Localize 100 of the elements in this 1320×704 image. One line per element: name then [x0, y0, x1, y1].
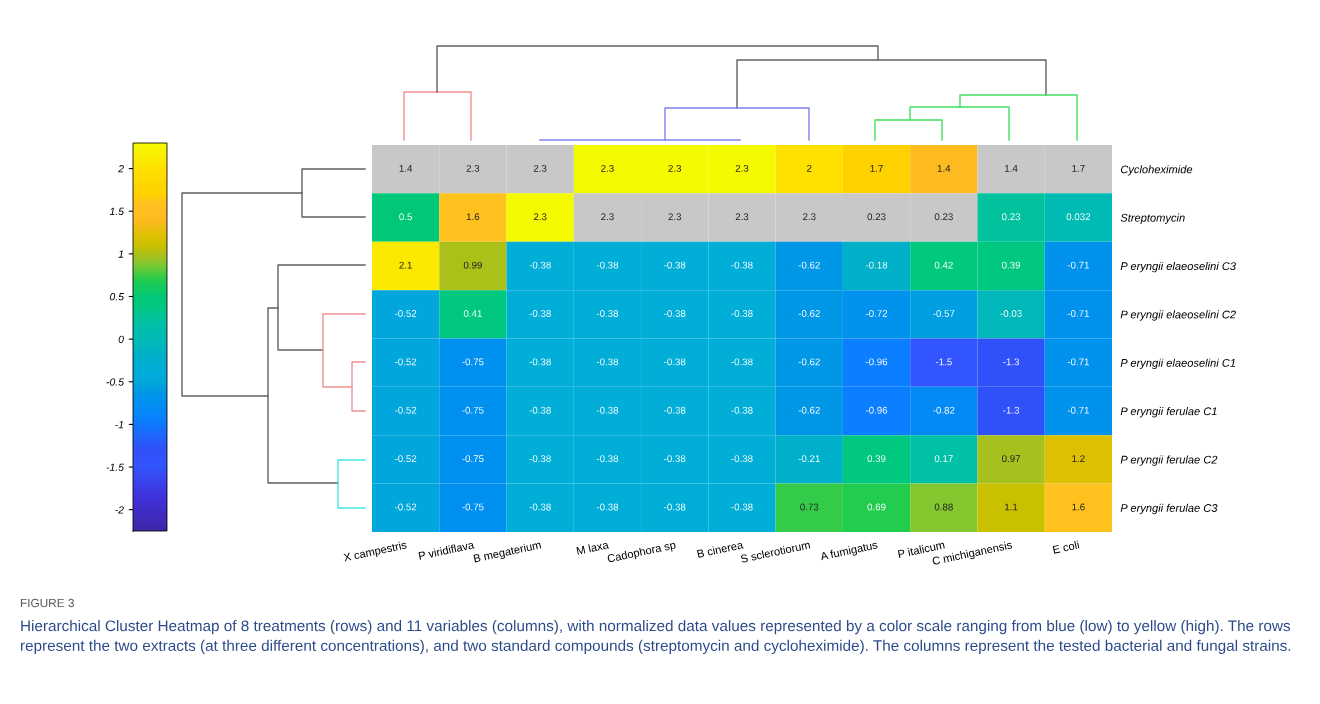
data-label: -0.38 [664, 455, 686, 463]
text: Hierarchical Cluster Heatmap of 8 treatments (rows) and 11 variables (columns), with normalized data values represented by a color scale ranging from blue (low) to yellow (high). The rows represent the two extracts (at three different concentrations), and two standard compounds (streptomycin and cycloheximide). The columns represent the tested bacterial and fungal strains. [21, 620, 1291, 655]
data-label: 0.39 [867, 455, 886, 463]
data-label: 0.99 [463, 261, 482, 269]
data-label: 0.42 [934, 261, 953, 269]
data-label: -0.71 [1067, 406, 1089, 414]
data-label: 2.3 [533, 213, 547, 221]
text: 1.4 [399, 165, 413, 172]
data-label: -0.57 [933, 310, 955, 317]
color-bar-label: 2 [118, 165, 124, 173]
data-label: 0.73 [800, 503, 819, 511]
x-tick-label: Cadophora sp [607, 540, 677, 565]
data-label: 2.1 [399, 261, 412, 269]
data-label: -0.38 [664, 406, 686, 414]
y-tick-label: P eryngii elaeoselini C2 [1120, 310, 1236, 321]
data-label: 0.5 [399, 213, 412, 221]
text: 0.23 [934, 213, 953, 221]
text: 2.3 [601, 213, 614, 221]
data-label: -0.18 [865, 261, 888, 269]
data-label: 0.69 [867, 503, 886, 511]
data-label: -0.62 [798, 358, 820, 366]
data-label: -1.5 [935, 358, 952, 366]
data-label: -0.71 [1067, 310, 1089, 317]
x-tick-label: X campestris [343, 540, 408, 564]
data-label: -0.38 [731, 455, 753, 463]
data-label: -0.38 [529, 358, 551, 366]
text: 2.3 [668, 213, 682, 221]
data-label: -0.52 [394, 310, 417, 317]
text: 0.23 [867, 213, 886, 221]
data-label: -0.75 [462, 406, 484, 414]
x-tick-label: P viridiflava [418, 540, 475, 560]
text: 1.7 [1072, 165, 1085, 172]
data-label: -1.3 [1003, 358, 1020, 366]
color-bar-label: 0 [118, 335, 124, 344]
data-label: -0.62 [798, 406, 820, 414]
caption: FIGURE 3 [20, 598, 74, 608]
y-tick-label: P eryngii elaeoselini C1 [1120, 358, 1236, 370]
data-label: 2.3 [601, 164, 614, 172]
y-tick-label: P eryngii ferulae C3 [1120, 503, 1218, 515]
data-label: -0.96 [865, 406, 888, 414]
data-label: 1.7 [870, 165, 883, 172]
data-label: 0.97 [1002, 455, 1021, 463]
data-label: 0.23 [1002, 213, 1021, 221]
data-label: -0.38 [731, 358, 753, 366]
data-label: -0.52 [394, 503, 417, 511]
data-label: -0.75 [462, 358, 484, 366]
color-bar-label: 0.5 [109, 293, 124, 301]
color-bar-label: 1.5 [109, 207, 124, 216]
y-tick-label: Streptomycin [1120, 213, 1185, 224]
data-label: -0.82 [933, 406, 955, 414]
data-label: 1.6 [1072, 503, 1085, 511]
y-tick-label: P eryngii elaeoselini C3 [1120, 261, 1236, 273]
data-label: 1.4 [937, 165, 951, 172]
data-label: -0.38 [529, 261, 551, 269]
text: 2.3 [803, 213, 816, 221]
data-label: -0.38 [596, 455, 619, 463]
text: 2.3 [466, 164, 480, 172]
data-label: -0.96 [865, 358, 888, 366]
y-tick-label: Cycloheximide [1120, 165, 1193, 176]
data-label: 0.41 [463, 310, 482, 317]
data-label: 1.1 [1005, 503, 1018, 511]
data-label: -0.62 [798, 310, 820, 317]
data-label: -0.38 [731, 503, 753, 511]
data-label: 1.2 [1072, 455, 1085, 462]
text: 1.4 [1005, 165, 1018, 172]
data-label: -0.21 [798, 455, 820, 463]
data-label: 0.17 [934, 455, 953, 463]
data-label: -0.52 [394, 455, 417, 463]
x-tick-label: A fumigatus [819, 540, 879, 563]
x-tick-label: E coli [1052, 540, 1080, 554]
data-label: -0.38 [664, 261, 686, 269]
color-bar-label: -1 [115, 421, 124, 429]
data-label: -1.3 [1003, 406, 1020, 414]
data-label: 2.3 [668, 164, 682, 172]
data-label: 0.39 [1002, 261, 1021, 269]
data-label: -0.75 [462, 455, 484, 463]
data-label: -0.38 [596, 503, 619, 511]
data-label: -0.38 [596, 310, 619, 317]
data-label: 0.032 [1066, 213, 1091, 221]
data-label: 0.88 [934, 503, 953, 511]
data-label: -0.38 [596, 261, 619, 269]
data-label: -0.72 [865, 310, 888, 317]
data-label: -0.52 [394, 406, 417, 414]
x-tick-label: M laxa [576, 540, 610, 555]
data-label: -0.38 [596, 358, 619, 366]
data-label: -0.38 [664, 310, 686, 317]
data-label: -0.71 [1067, 261, 1089, 269]
data-label: -0.38 [731, 261, 753, 269]
color-bar-label: -1.5 [106, 463, 124, 471]
data-label: -0.38 [664, 503, 686, 511]
data-label: -0.38 [664, 358, 686, 366]
data-label: -0.62 [798, 261, 820, 269]
text: 2.3 [533, 164, 547, 172]
data-label: -0.38 [731, 310, 753, 317]
data-label: 1.6 [466, 213, 480, 221]
data-label: -0.75 [462, 503, 484, 511]
data-label: 2.3 [735, 164, 749, 172]
color-bar-label: -0.5 [106, 378, 124, 386]
data-label: -0.38 [731, 406, 753, 414]
data-label: -0.03 [1000, 310, 1022, 317]
